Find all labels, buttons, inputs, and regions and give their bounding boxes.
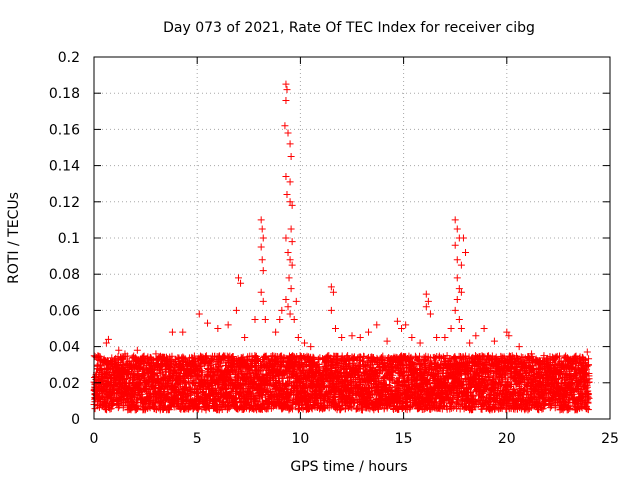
data-point: [166, 360, 174, 368]
data-point: [99, 392, 107, 400]
data-point: [114, 398, 122, 406]
data-point: [186, 384, 194, 392]
data-point: [106, 405, 114, 413]
data-point: [164, 390, 172, 398]
data-point: [120, 395, 128, 403]
data-point: [138, 366, 146, 374]
data-points: [90, 80, 593, 414]
data-point: [198, 372, 206, 380]
data-point: [168, 352, 176, 360]
data-point: [95, 352, 103, 360]
grid-lines: [94, 57, 610, 419]
data-point: [122, 399, 130, 407]
data-point: [105, 364, 113, 372]
data-point: [150, 369, 158, 377]
data-point: [198, 369, 206, 377]
